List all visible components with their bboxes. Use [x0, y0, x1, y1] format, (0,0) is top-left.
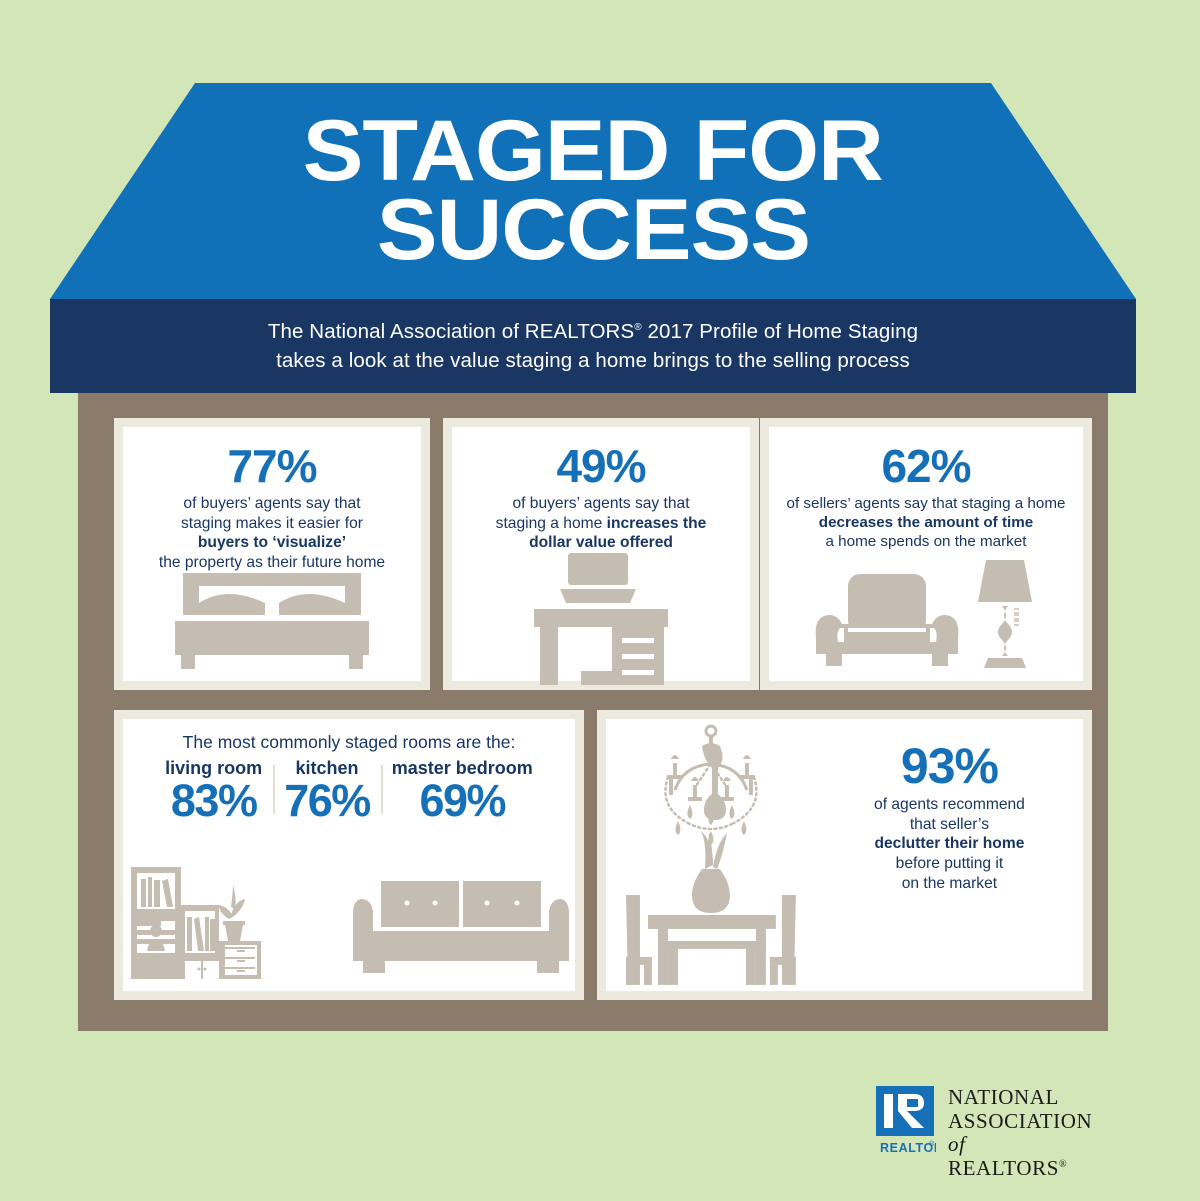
declutter-icons [606, 719, 816, 991]
realtor-r-icon: REALTOR ® [876, 1086, 943, 1163]
subtitle-band: The National Association of REALTORS® 20… [50, 299, 1136, 393]
stat-line-bold: declutter their home [874, 835, 1025, 853]
room-percent: 83% [170, 774, 258, 826]
nar-logo: REALTOR ® NATIONAL ASSOCIATION of REALTO… [876, 1085, 1106, 1179]
stat-description: of buyers’ agents say that staging a hom… [496, 494, 707, 553]
stat-line-bold: buyers to ‘visualize’ [197, 534, 347, 552]
declutter-card: 93% of agents recommend that seller’s de… [597, 710, 1092, 1000]
subtitle-line-1: The National Association of REALTORS® 20… [268, 317, 918, 346]
stat-description: of agents recommend that seller’s declut… [874, 795, 1025, 893]
subtitle-text-b: 2017 Profile of Home Staging [641, 319, 919, 343]
stat-line-2: staging makes it easier for [180, 514, 363, 532]
stat-percent: 77% [227, 440, 317, 492]
stat-description: of sellers’ agents say that staging a ho… [787, 494, 1066, 551]
staged-rooms-heading: The most commonly staged rooms are the: [182, 732, 516, 752]
svg-text:REALTOR: REALTOR [880, 1141, 936, 1155]
logo-line-2-of: of [948, 1132, 966, 1157]
stat-line-1: of buyers’ agents say that [512, 495, 690, 512]
stat-line-5: on the market [901, 874, 998, 892]
stat-card-buyers-visualize: 77% of buyers’ agents say that staging m… [114, 418, 430, 690]
logo-line-3: REALTORS® [948, 1155, 1106, 1181]
room-stat-kitchen: kitchen 76% [273, 759, 381, 824]
stat-line-1: of sellers’ agents say that staging a ho… [786, 495, 1066, 512]
stat-line-4: before putting it [895, 854, 1004, 872]
stat-line-3: a home spends on the market [825, 533, 1027, 551]
logo-line-2-main: ASSOCIATION [948, 1108, 1093, 1133]
roof-shape: STAGED FOR SUCCESS [50, 83, 1136, 299]
staged-rooms-card: The most commonly staged rooms are the: … [114, 710, 584, 1000]
nar-logo-text: NATIONAL ASSOCIATION of REALTORS® [948, 1085, 1106, 1181]
bed-icon [167, 572, 377, 674]
room-label: kitchen [295, 758, 359, 778]
stat-percent: 49% [556, 440, 646, 492]
stat-description: of buyers’ agents say that staging makes… [159, 494, 385, 573]
stat-card-time-on-market: 62% of sellers’ agents say that staging … [760, 418, 1092, 690]
registered-mark-icon: ® [634, 322, 642, 334]
desk-icon [526, 552, 676, 690]
logo-line-3-main: REALTORS [948, 1155, 1059, 1180]
room-label: living room [165, 758, 263, 778]
stat-percent: 93% [900, 738, 999, 794]
stat-line-bold: decreases the amount of time [818, 514, 1034, 532]
stat-line-1: of buyers’ agents say that [183, 495, 361, 512]
stat-card-dollar-value: 49% of buyers’ agents say that staging a… [443, 418, 759, 690]
staged-rooms-bar-chart: living room 83% kitchen 76% master bedro… [154, 759, 544, 824]
stat-line-bold: increases the [606, 514, 707, 532]
armchair-lamp-icon [812, 558, 1040, 675]
stat-line-2: staging a home [495, 514, 607, 532]
stat-line-bold-2: dollar value offered [529, 534, 673, 552]
stat-percent: 62% [881, 440, 971, 492]
room-percent: 69% [419, 774, 507, 826]
room-stat-master-bedroom: master bedroom 69% [380, 758, 544, 826]
room-label: master bedroom [391, 758, 533, 778]
logo-line-1: NATIONAL [948, 1085, 1059, 1109]
room-stat-living-room: living room 83% [154, 759, 273, 824]
room-percent: 76% [284, 774, 371, 826]
stat-line-4: the property as their future home [158, 553, 386, 571]
registered-mark-icon: ® [1059, 1158, 1068, 1170]
svg-text:®: ® [929, 1140, 935, 1148]
staged-rooms-icons [123, 857, 575, 987]
subtitle-text-a: The National Association of REALTORS [267, 319, 635, 343]
logo-line-2: ASSOCIATION of [948, 1108, 1106, 1157]
stat-line-1: of agents recommend [874, 796, 1025, 813]
subtitle-line-2: takes a look at the value staging a home… [276, 349, 910, 372]
declutter-text-block: 93% of agents recommend that seller’s de… [816, 719, 1083, 991]
stat-line-2: that seller’s [909, 815, 990, 833]
